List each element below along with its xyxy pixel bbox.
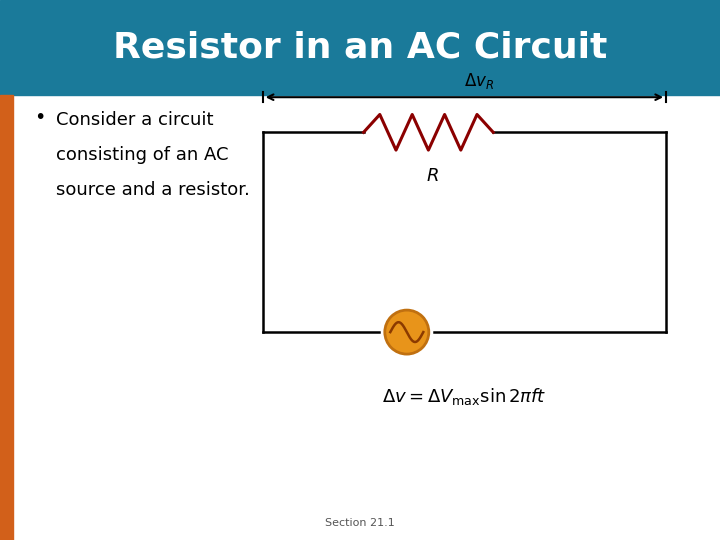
Bar — [0, 94, 13, 540]
Ellipse shape — [384, 310, 429, 354]
Text: consisting of an AC: consisting of an AC — [56, 146, 229, 164]
Text: Resistor in an AC Circuit: Resistor in an AC Circuit — [113, 30, 607, 64]
Text: $R$: $R$ — [426, 167, 438, 185]
Bar — [0, 0, 720, 94]
Text: source and a resistor.: source and a resistor. — [56, 181, 250, 199]
Text: Section 21.1: Section 21.1 — [325, 518, 395, 528]
Text: $\Delta v = \Delta V_{\mathrm{max}} \sin 2\pi ft$: $\Delta v = \Delta V_{\mathrm{max}} \sin… — [382, 386, 546, 407]
Text: Consider a circuit: Consider a circuit — [56, 111, 214, 129]
Text: $\Delta v_R$: $\Delta v_R$ — [464, 71, 494, 91]
Text: •: • — [35, 108, 46, 127]
